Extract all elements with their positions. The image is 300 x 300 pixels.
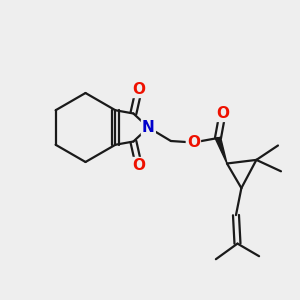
Polygon shape — [215, 137, 227, 164]
Text: N: N — [142, 120, 155, 135]
Text: O: O — [132, 158, 145, 173]
Text: O: O — [187, 135, 200, 150]
Text: O: O — [216, 106, 229, 121]
Text: O: O — [132, 82, 145, 97]
